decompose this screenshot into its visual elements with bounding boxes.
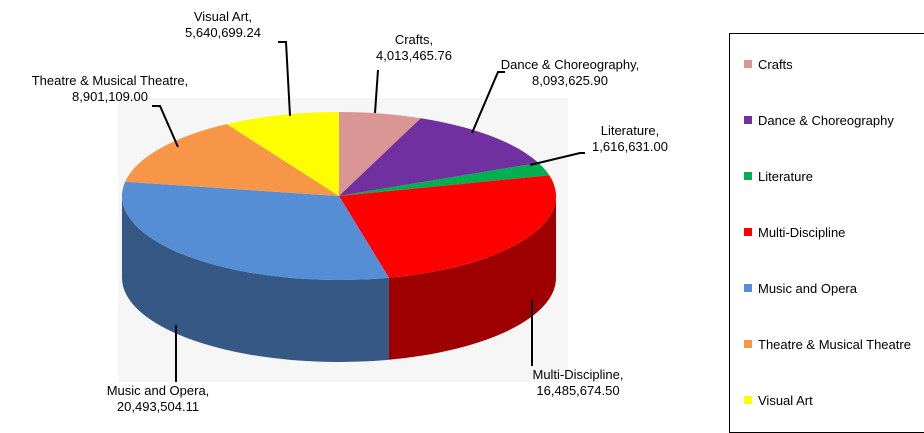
data-label-value-literature: 1,616,631.00 (592, 139, 668, 154)
data-label-value-crafts: 4,013,465.76 (376, 48, 452, 63)
leader-line-theatre-and-musical-theatre (152, 105, 179, 148)
data-label-name-multi-discipline: Multi-Discipline, (532, 367, 623, 382)
pie-slice-theatre-and-musical-theatre (125, 124, 339, 196)
legend-swatch-multi-discipline (744, 228, 752, 236)
data-label-name-crafts: Crafts, (395, 32, 433, 47)
data-label-name-music-and-opera: Music and Opera, (107, 383, 210, 398)
pie-slice-visual-art (226, 112, 339, 196)
legend-item-dance-and-choreography: Dance & Choreography (744, 112, 894, 128)
legend-item-multi-discipline: Multi-Discipline (744, 224, 845, 240)
data-label-name-visual-art: Visual Art, (194, 9, 252, 24)
legend-swatch-music-and-opera (744, 284, 752, 292)
pie-chart-svg: Crafts,4,013,465.76 Dance & Choreography,… (32, 9, 668, 414)
legend-swatch-crafts (744, 60, 752, 68)
pie-leader-lines (152, 41, 585, 382)
legend-item-literature: Literature (744, 168, 813, 184)
data-label-name-dance-and-choreography: Dance & Choreography, (501, 57, 640, 72)
legend-label-dance-and-choreography: Dance & Choreography (758, 112, 894, 128)
pie-tops (121, 112, 556, 280)
data-label-value-music-and-opera: 20,493,504.11 (117, 399, 199, 414)
legend: Crafts Dance & Choreography Literature Mult… (729, 33, 924, 433)
pie-side-multi-discipline (388, 196, 556, 360)
legend-item-theatre-and-musical-theatre: Theatre & Musical Theatre (744, 336, 911, 352)
pie-slice-literature (339, 162, 550, 196)
legend-item-music-and-opera: Music and Opera (744, 280, 857, 296)
legend-swatch-dance-and-choreography (744, 116, 752, 124)
legend-label-visual-art: Visual Art (758, 392, 813, 408)
legend-item-visual-art: Visual Art (744, 392, 813, 408)
data-label-value-theatre-and-musical-theatre: 8,901,109.00 (72, 89, 148, 104)
data-label-name-literature: Literature, (601, 123, 660, 138)
pie-slice-music-and-opera (121, 181, 389, 280)
pie-data-labels: Crafts,4,013,465.76 Dance & Choreography,… (32, 9, 668, 414)
legend-swatch-visual-art (744, 396, 752, 404)
legend-label-crafts: Crafts (758, 56, 793, 72)
legend-label-multi-discipline: Multi-Discipline (758, 224, 846, 240)
legend-item-crafts: Crafts (744, 56, 793, 72)
pie-slice-multi-discipline (339, 175, 556, 278)
leader-line-dance-and-choreography (471, 71, 505, 134)
legend-label-music-and-opera: Music and Opera (758, 280, 857, 296)
pie-sides (122, 196, 556, 362)
leader-line-crafts (374, 69, 379, 114)
pie-slice-dance-and-choreography (339, 118, 539, 196)
data-label-name-theatre-and-musical-theatre: Theatre & Musical Theatre, (32, 73, 189, 88)
legend-swatch-literature (744, 172, 752, 180)
pie-chart: Crafts, 4,013,465.76 Dance & Choreography,… (32, 9, 668, 414)
leader-line-literature (529, 152, 585, 166)
legend-label-theatre-and-musical-theatre: Theatre & Musical Theatre (758, 336, 911, 352)
legend-label-literature: Literature (758, 168, 813, 184)
pie-side-music-and-opera (122, 196, 389, 362)
data-label-value-multi-discipline: 16,485,674.50 (536, 383, 619, 398)
data-label-value-dance-and-choreography: 8,093,625.90 (532, 73, 608, 88)
data-label-value-visual-art: 5,640,699.24 (185, 25, 261, 40)
pie-slice-crafts (339, 112, 421, 196)
leader-line-visual-art (278, 41, 291, 117)
legend-swatch-theatre-and-musical-theatre (744, 340, 752, 348)
